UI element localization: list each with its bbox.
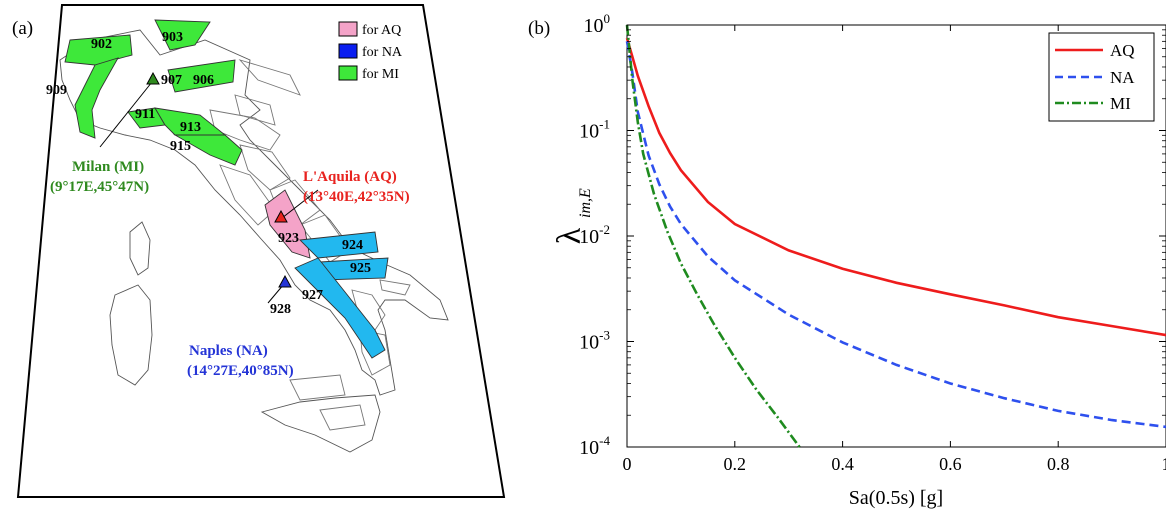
series-line-aq	[625, 37, 1166, 337]
legend-label-aq: for AQ	[362, 23, 401, 38]
legend-swatch-na	[338, 43, 358, 59]
panel-b-label: (b)	[528, 18, 550, 39]
sardinia-coastline	[109, 284, 153, 386]
zones-mi	[64, 19, 243, 166]
zone-labels: 902 903 909 907 906 911 913 915 923 924 …	[46, 30, 371, 317]
map-legend: for AQ for NA for MI	[338, 21, 403, 82]
city-labels: Milan (MI) (9°17E,45°47N) L'Aquila (AQ) …	[50, 159, 410, 379]
x-tick-label: 0.4	[831, 454, 854, 474]
x-axis-label: Sa(0.5s) [g]	[849, 487, 943, 509]
city-name-naples: Naples (NA)	[189, 343, 268, 359]
y-axis-symbol: λ	[551, 227, 588, 244]
y-ticks: 100 10-1 10-2 10-3 10-4	[579, 11, 1166, 459]
legend-label-na: for NA	[362, 45, 403, 60]
legend-label-aq: AQ	[1110, 41, 1135, 60]
zone-927	[294, 257, 386, 359]
zone-label: 927	[302, 288, 323, 303]
zones-na	[294, 231, 389, 359]
x-tick-label: 1	[1162, 454, 1166, 474]
y-tick-label: 10-1	[579, 117, 610, 143]
zone-915	[173, 134, 243, 166]
zone-923	[264, 189, 311, 259]
city-coords-naples: (14°27E,40°85N)	[187, 363, 294, 379]
zone-label: 925	[350, 261, 371, 276]
zone-label: 913	[180, 120, 201, 135]
x-tick-label: 0.2	[724, 454, 747, 474]
naples-marker	[278, 274, 292, 288]
city-coords-laquila: (13°40E,42°35N)	[303, 189, 410, 205]
city-name-milan: Milan (MI)	[72, 159, 144, 175]
zone-903	[154, 19, 211, 51]
sicily-coastline	[260, 394, 381, 453]
legend-swatch-aq	[338, 21, 358, 37]
zone-label: 928	[270, 302, 291, 317]
zone-label: 915	[170, 139, 191, 154]
y-axis-subscript: im,E	[577, 188, 594, 218]
y-axis-label: λ im,E	[551, 188, 594, 244]
zone-924	[299, 231, 379, 259]
series-line-mi	[625, 24, 801, 448]
series-layer	[625, 24, 1166, 448]
legend-label-mi: for MI	[362, 67, 399, 82]
y-tick-label: 100	[584, 11, 611, 37]
x-tick-label: 0.6	[939, 454, 962, 474]
panel-a-label: (a)	[12, 18, 33, 39]
zone-label: 903	[162, 30, 183, 45]
legend-swatch-mi	[338, 65, 358, 81]
y-tick-label: 10-4	[579, 433, 610, 459]
corsica-coastline	[129, 221, 151, 276]
zone-label: 907	[161, 73, 182, 88]
zone-label: 902	[91, 37, 112, 52]
legend-label-na: NA	[1110, 68, 1135, 87]
zone-909	[74, 57, 119, 139]
panel-b: (b) 0 0.2 0.4 0.6 0.8 1 100 10-1 10-2 10-3 10-4 S…	[528, 11, 1166, 509]
zone-label: 924	[342, 238, 363, 253]
chart-legend: AQ NA MI	[1048, 32, 1155, 122]
city-name-laquila: L'Aquila (AQ)	[303, 169, 397, 185]
zone-907-906	[167, 59, 236, 93]
y-tick-label: 10-3	[579, 328, 610, 354]
legend-label-mi: MI	[1110, 94, 1131, 113]
x-tick-label: 0	[623, 454, 632, 474]
x-ticks: 0 0.2 0.4 0.6 0.8 1	[623, 25, 1166, 474]
laquila-marker	[274, 209, 288, 223]
series-line-na	[625, 41, 1166, 429]
city-coords-milan: (9°17E,45°47N)	[50, 179, 149, 195]
panel-a: (a)	[12, 4, 506, 498]
milan-marker	[146, 71, 160, 85]
zone-label: 909	[46, 83, 67, 98]
y-tick-label: 10-2	[579, 222, 610, 248]
zone-label: 906	[193, 73, 214, 88]
x-tick-label: 0.8	[1047, 454, 1070, 474]
zone-label: 911	[135, 107, 155, 122]
zone-label: 923	[278, 231, 299, 246]
